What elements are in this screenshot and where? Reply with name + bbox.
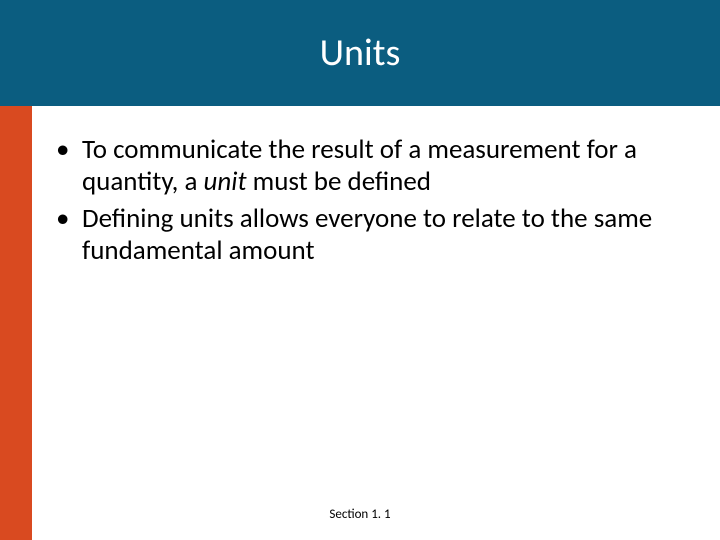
slide-footer: Section 1. 1 <box>0 507 720 522</box>
left-accent-bar <box>0 106 32 540</box>
slide-content: To communicate the result of a measureme… <box>32 106 720 540</box>
list-item: Defining units allows everyone to relate… <box>50 203 692 268</box>
bullet-text-pre: Defining units allows everyone to relate… <box>82 202 652 267</box>
slide-title: Units <box>320 30 401 76</box>
bullet-text-emphasis: unit <box>204 165 247 198</box>
list-item: To communicate the result of a measureme… <box>50 134 692 199</box>
bullet-list: To communicate the result of a measureme… <box>50 134 692 268</box>
section-label: Section 1. 1 <box>329 507 390 522</box>
slide-header: Units <box>0 0 720 106</box>
bullet-text-post: must be defined <box>247 165 431 198</box>
